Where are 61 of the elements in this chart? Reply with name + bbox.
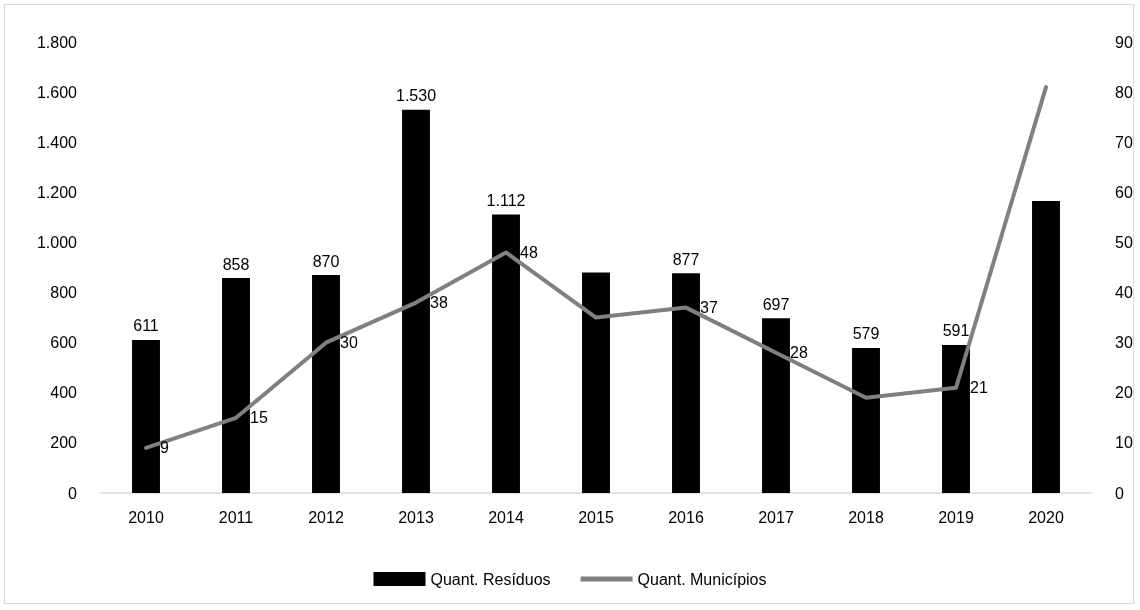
x-tick-label: 2018	[848, 508, 884, 526]
y2-tick-label: 40	[1115, 284, 1133, 302]
y2-tick-label: 80	[1115, 83, 1133, 101]
y-tick-label: 200	[50, 434, 78, 452]
bar	[942, 344, 970, 493]
bar	[132, 339, 160, 493]
bar	[762, 318, 790, 493]
data-label: 9	[160, 439, 169, 457]
y2-tick-label: 20	[1115, 384, 1133, 402]
y-tick-label: 400	[50, 384, 78, 402]
y2-tick-label: 60	[1115, 183, 1133, 201]
bar	[222, 278, 250, 493]
y2-tick-label: 30	[1115, 334, 1133, 352]
x-tick-label: 2014	[488, 508, 524, 526]
data-label: 697	[762, 295, 790, 313]
legend-label: Quant. Municípios	[637, 570, 767, 588]
data-label: 38	[430, 294, 448, 312]
data-label: 591	[942, 322, 970, 340]
bar	[492, 214, 520, 493]
data-label: 877	[672, 250, 700, 268]
y2-tick-label: 90	[1115, 33, 1133, 51]
data-label: 30	[340, 334, 358, 352]
data-label: 870	[312, 252, 340, 270]
y2-tick-label: 10	[1115, 434, 1133, 452]
bar	[312, 275, 340, 493]
y-tick-label: 1.200	[36, 183, 78, 201]
x-tick-label: 2011	[218, 508, 254, 526]
y-tick-label: 1.000	[36, 233, 78, 251]
data-label: 1.112	[486, 191, 526, 209]
bar	[582, 272, 610, 493]
bar	[672, 273, 700, 493]
data-label: 21	[970, 379, 988, 397]
data-label: 611	[133, 317, 159, 335]
x-tick-label: 2013	[398, 508, 434, 526]
y-tick-label: 0	[68, 484, 78, 502]
x-tick-label: 2017	[758, 508, 794, 526]
data-label: 15	[250, 409, 268, 427]
y2-tick-label: 70	[1115, 133, 1133, 151]
x-tick-label: 2012	[308, 508, 344, 526]
legend-label: Quant. Resíduos	[430, 570, 551, 588]
y-tick-label: 800	[50, 284, 78, 302]
x-tick-label: 2015	[578, 508, 614, 526]
y-tick-label: 1.600	[36, 83, 78, 101]
x-tick-label: 2020	[1028, 508, 1064, 526]
y-tick-label: 1.400	[36, 133, 78, 151]
data-label: 1.530	[395, 87, 437, 105]
x-tick-label: 2010	[128, 508, 164, 526]
y2-tick-label: 50	[1115, 233, 1133, 251]
y-tick-label: 1.800	[36, 33, 78, 51]
data-label: 37	[700, 299, 718, 317]
bar	[852, 347, 880, 493]
data-label: 858	[222, 255, 250, 273]
y2-tick-label: 0	[1115, 484, 1124, 502]
x-tick-label: 2019	[938, 508, 974, 526]
data-label: 579	[852, 325, 880, 343]
bar	[402, 109, 430, 493]
x-tick-label: 2016	[668, 508, 704, 526]
data-label: 48	[520, 243, 538, 261]
bar	[1032, 201, 1060, 493]
data-label: 28	[790, 344, 808, 362]
y-tick-label: 600	[50, 334, 78, 352]
